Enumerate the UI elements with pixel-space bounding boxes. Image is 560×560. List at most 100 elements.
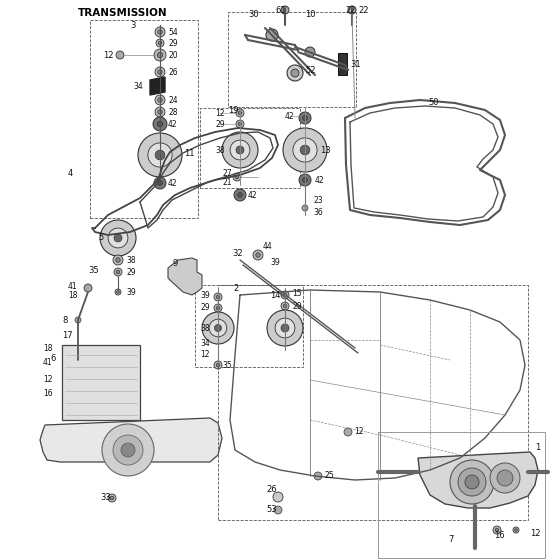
Circle shape: [154, 49, 166, 61]
Circle shape: [495, 528, 499, 532]
Text: 29: 29: [200, 302, 209, 311]
Text: 33: 33: [100, 493, 111, 502]
Text: 38: 38: [126, 255, 136, 264]
Circle shape: [214, 304, 222, 312]
Circle shape: [267, 310, 303, 346]
Text: 29: 29: [215, 119, 225, 128]
Text: 13: 13: [320, 146, 330, 155]
Text: 26: 26: [168, 68, 178, 77]
Circle shape: [157, 52, 163, 58]
Circle shape: [138, 133, 182, 177]
Circle shape: [236, 109, 244, 117]
Text: 16: 16: [494, 530, 505, 539]
Text: 18: 18: [43, 343, 53, 352]
Circle shape: [493, 526, 501, 534]
Circle shape: [202, 312, 234, 344]
Text: 9: 9: [172, 259, 178, 268]
Circle shape: [281, 302, 289, 310]
Circle shape: [305, 47, 315, 57]
Circle shape: [450, 460, 494, 504]
Text: 28: 28: [168, 108, 178, 116]
Text: 12: 12: [43, 376, 53, 385]
Text: 42: 42: [315, 175, 325, 184]
Text: 17: 17: [62, 330, 73, 339]
Text: 39: 39: [270, 258, 280, 267]
Circle shape: [100, 220, 136, 256]
Circle shape: [114, 234, 122, 242]
Text: 36: 36: [313, 208, 323, 217]
Text: 42: 42: [248, 190, 258, 199]
Text: 23: 23: [313, 195, 323, 204]
Circle shape: [302, 205, 308, 211]
Text: 53: 53: [266, 506, 277, 515]
Circle shape: [281, 291, 289, 299]
Text: 8: 8: [62, 315, 67, 324]
Circle shape: [84, 284, 92, 292]
Text: 12: 12: [200, 349, 209, 358]
Circle shape: [157, 181, 162, 185]
Text: 24: 24: [168, 96, 178, 105]
Text: 27: 27: [222, 169, 232, 178]
Text: 39: 39: [200, 291, 210, 300]
Circle shape: [465, 475, 479, 489]
Polygon shape: [62, 345, 140, 420]
Circle shape: [155, 107, 165, 117]
Text: 22: 22: [345, 6, 356, 15]
Circle shape: [116, 291, 119, 293]
Circle shape: [108, 494, 116, 502]
Circle shape: [299, 112, 311, 124]
Bar: [90, 20, 198, 218]
Circle shape: [233, 173, 241, 181]
Circle shape: [237, 193, 242, 198]
Text: 10: 10: [305, 10, 315, 18]
Circle shape: [158, 70, 162, 74]
Text: 35: 35: [88, 265, 99, 274]
Bar: [195, 285, 303, 367]
Circle shape: [214, 361, 222, 369]
Text: 19: 19: [228, 105, 239, 114]
Circle shape: [291, 69, 299, 77]
Circle shape: [236, 120, 244, 128]
Circle shape: [515, 529, 517, 531]
Circle shape: [230, 140, 250, 160]
Circle shape: [216, 363, 220, 367]
Text: 14: 14: [270, 291, 281, 300]
Text: 32: 32: [232, 249, 242, 258]
Circle shape: [102, 424, 154, 476]
Text: 21: 21: [222, 178, 231, 186]
Circle shape: [158, 110, 162, 114]
Text: 12: 12: [103, 50, 114, 59]
Circle shape: [121, 443, 135, 457]
Text: 11: 11: [184, 148, 194, 157]
Circle shape: [158, 98, 162, 102]
Circle shape: [273, 492, 283, 502]
Text: 31: 31: [350, 59, 361, 68]
Circle shape: [302, 178, 307, 183]
Circle shape: [283, 128, 327, 172]
Circle shape: [116, 258, 120, 262]
Circle shape: [281, 324, 289, 332]
Text: 25: 25: [324, 472, 334, 480]
Circle shape: [75, 317, 81, 323]
Text: 42: 42: [168, 119, 178, 128]
Circle shape: [274, 506, 282, 514]
Circle shape: [283, 304, 287, 308]
Circle shape: [238, 122, 242, 126]
Bar: [228, 12, 356, 107]
Bar: [338, 53, 347, 75]
Circle shape: [114, 268, 122, 276]
Text: 7: 7: [448, 535, 454, 544]
Circle shape: [300, 145, 310, 155]
Circle shape: [222, 132, 258, 168]
Circle shape: [216, 295, 220, 299]
Text: 29: 29: [292, 301, 302, 310]
Text: 41: 41: [43, 357, 53, 366]
Circle shape: [348, 6, 356, 14]
Text: 4: 4: [68, 169, 73, 178]
Circle shape: [314, 472, 322, 480]
Text: 1: 1: [535, 444, 540, 452]
Text: 12: 12: [354, 427, 363, 436]
Circle shape: [234, 189, 246, 201]
Circle shape: [113, 255, 123, 265]
Text: 41: 41: [68, 282, 78, 291]
